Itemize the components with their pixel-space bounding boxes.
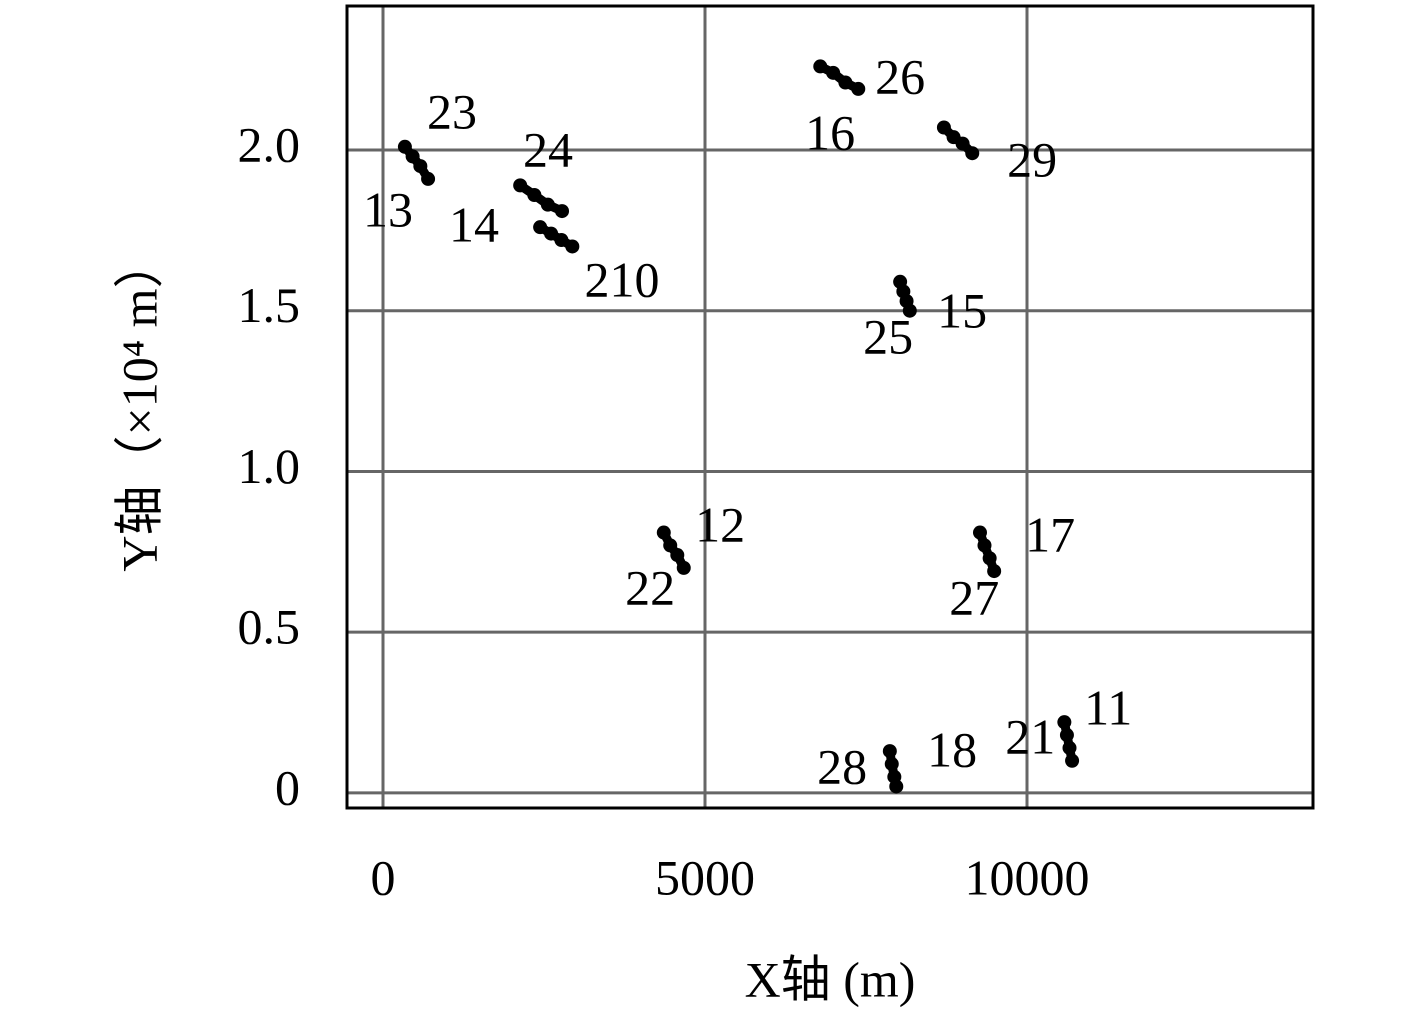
point: [851, 81, 866, 96]
annotation: 25: [863, 308, 913, 364]
x-axis-title: X轴 (m): [745, 951, 916, 1007]
point: [663, 538, 678, 553]
annotation: 26: [875, 48, 925, 104]
annotation: 16: [805, 105, 855, 161]
x-tick-label: 0: [370, 849, 395, 905]
plot-frame: [345, 4, 1315, 810]
annotation: 28: [817, 738, 867, 794]
point: [544, 226, 559, 241]
point: [676, 560, 691, 575]
point: [955, 136, 970, 151]
annotation: 14: [449, 197, 499, 253]
annotation: 12: [695, 496, 745, 552]
annotation: 23: [427, 83, 477, 139]
point: [670, 548, 685, 563]
annotation: 15: [937, 282, 987, 338]
point: [882, 744, 897, 759]
point: [397, 139, 412, 154]
point: [965, 146, 980, 161]
annotation: 210: [585, 251, 660, 307]
point: [656, 525, 671, 540]
point: [987, 564, 1002, 579]
annotation: 11: [1084, 679, 1132, 735]
y-axis-title: Y轴（×10⁴ m）: [111, 238, 167, 571]
y-tick-label: 1.0: [238, 438, 301, 494]
point: [554, 233, 569, 248]
annotation: 17: [1025, 506, 1075, 562]
x-tick-label: 10000: [964, 849, 1089, 905]
point: [1062, 740, 1077, 755]
point: [421, 171, 436, 186]
point: [813, 59, 828, 74]
point: [902, 303, 917, 318]
y-tick-label: 0: [275, 759, 300, 815]
x-tick-label: 5000: [655, 849, 755, 905]
point: [838, 75, 853, 90]
annotation: 18: [927, 721, 977, 777]
point: [527, 188, 542, 203]
annotation: 29: [1007, 132, 1057, 188]
point: [555, 204, 570, 219]
annotation: 13: [363, 181, 413, 237]
point: [889, 779, 904, 794]
point: [540, 197, 555, 212]
point: [826, 65, 841, 80]
annotation: 27: [949, 569, 999, 625]
point: [405, 149, 420, 164]
point: [977, 538, 992, 553]
point: [513, 178, 528, 193]
annotation: 22: [625, 559, 675, 615]
point: [972, 525, 987, 540]
annotation: 24: [523, 122, 573, 178]
y-tick-label: 2.0: [238, 116, 301, 172]
point: [1057, 715, 1072, 730]
point: [982, 551, 997, 566]
cluster-track: [815, 61, 863, 94]
point: [533, 220, 548, 235]
point: [565, 239, 580, 254]
point: [936, 120, 951, 135]
point: [884, 756, 899, 771]
y-tick-label: 1.5: [238, 277, 301, 333]
point: [413, 159, 428, 174]
y-tick-label: 0.5: [238, 599, 301, 655]
annotation: 21: [1005, 708, 1055, 764]
cluster-track: [515, 180, 567, 216]
point: [1065, 753, 1080, 768]
point: [1059, 728, 1074, 743]
